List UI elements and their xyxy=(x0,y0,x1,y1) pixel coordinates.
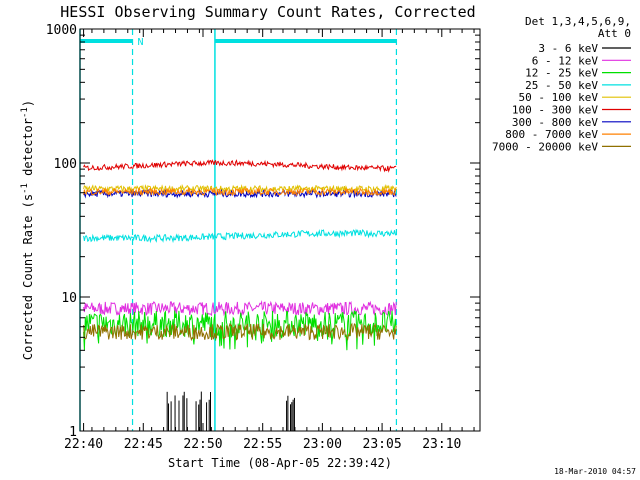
series-12-25-kev xyxy=(83,310,397,351)
y-axis-label: Corrected Count Rate (s-1 detector-1) xyxy=(20,100,35,360)
legend-header-1: Det 1,3,4,5,6,9, xyxy=(525,15,631,28)
y-tick-label: 10 xyxy=(61,291,77,306)
x-tick-label: 22:50 xyxy=(183,437,222,452)
legend-label: 300 - 800 keV xyxy=(512,116,598,129)
y-tick-label: 1000 xyxy=(46,23,77,38)
x-tick-label: 22:45 xyxy=(124,437,163,452)
series-3-6-kev xyxy=(166,391,295,431)
y-axis-label-sup2: -1 xyxy=(20,107,30,118)
series-50-100-kev xyxy=(83,183,397,195)
series-layer xyxy=(83,159,397,431)
y-axis-label-sup1: -1 xyxy=(20,183,30,194)
legend-label: 800 - 7000 keV xyxy=(505,128,598,141)
series-800-7000-kev xyxy=(83,186,397,197)
y-axis-label-end: ) xyxy=(21,100,35,107)
axis-layer: 22:40 22:45 22:50 22:55 23:00 23:05 23:10 1 10 10… xyxy=(46,23,480,452)
legend-label: 3 - 6 keV xyxy=(538,42,598,55)
legend-label: 25 - 50 keV xyxy=(525,79,598,92)
x-tick-label: 23:05 xyxy=(363,437,402,452)
annotation-layer: N xyxy=(79,29,398,431)
series-25-50-kev xyxy=(83,228,397,244)
flag-label: N xyxy=(138,37,144,48)
legend-header-2: Att 0 xyxy=(598,27,631,40)
series-100-300-kev xyxy=(83,159,397,173)
timestamp: 18-Mar-2010 04:57 xyxy=(554,467,636,476)
y-tick-label: 1 xyxy=(69,425,77,440)
y-axis-label-main: Corrected Count Rate (s xyxy=(21,194,35,360)
series-7000-20000-kev xyxy=(83,322,397,342)
x-axis-label: Start Time (08-Apr-05 22:39:42) xyxy=(168,456,392,470)
x-tick-label: 23:00 xyxy=(303,437,342,452)
x-tick-label: 23:10 xyxy=(422,437,461,452)
x-tick-label: 22:40 xyxy=(64,437,103,452)
plot-frame xyxy=(79,28,481,432)
y-axis-label-mid: detector xyxy=(21,118,35,183)
legend-label: 100 - 300 keV xyxy=(512,104,598,117)
y-tick-label: 100 xyxy=(54,157,77,172)
legend-label: 6 - 12 keV xyxy=(532,54,599,67)
legend-label: 7000 - 20000 keV xyxy=(492,140,598,153)
x-tick-label: 22:55 xyxy=(243,437,282,452)
legend-label: 50 - 100 keV xyxy=(519,91,599,104)
series-6-12-kev xyxy=(83,300,397,318)
chart-title: HESSI Observing Summary Count Rates, Cor… xyxy=(60,3,475,21)
legend-label: 12 - 25 keV xyxy=(525,67,598,80)
